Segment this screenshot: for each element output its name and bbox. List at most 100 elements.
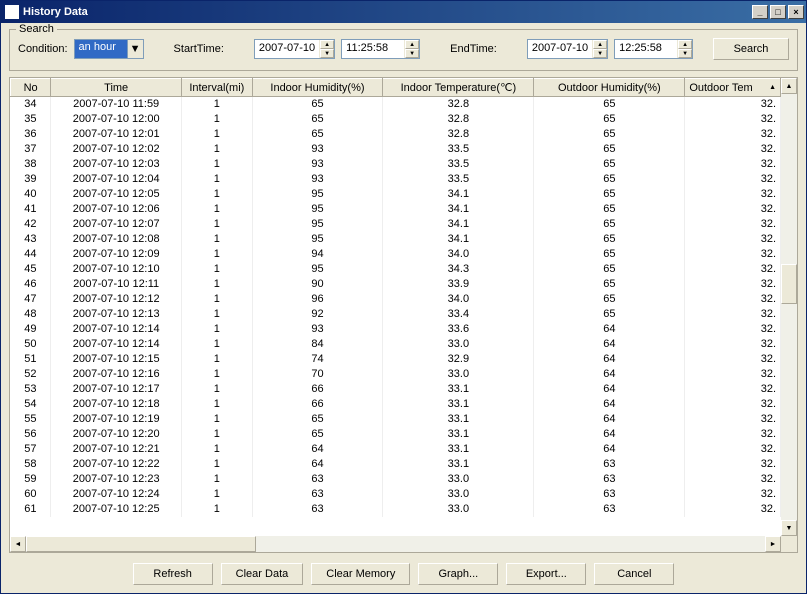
table-header-row[interactable]: NoTimeInterval(mi)Indoor Humidity(%)Indo… — [11, 79, 781, 97]
table-row[interactable]: 552007-07-10 12:1916533.16432. — [11, 412, 781, 427]
scroll-up-icon[interactable]: ▲ — [781, 78, 797, 94]
table-row[interactable]: 532007-07-10 12:1716633.16432. — [11, 382, 781, 397]
chevron-down-icon[interactable]: ▼ — [127, 40, 143, 58]
scroll-right-icon[interactable]: ► — [765, 536, 781, 552]
table-cell: 65 — [534, 187, 685, 202]
spin-up-icon[interactable]: ▲ — [405, 40, 419, 49]
table-row[interactable]: 342007-07-10 11:5916532.86532. — [11, 97, 781, 112]
start-date-spinner[interactable]: ▲▼ — [319, 40, 334, 58]
scroll-left-icon[interactable]: ◄ — [10, 536, 26, 552]
table-cell: 65 — [534, 127, 685, 142]
table-row[interactable]: 452007-07-10 12:1019534.36532. — [11, 262, 781, 277]
table-cell: 1 — [182, 397, 252, 412]
table-row[interactable]: 612007-07-10 12:2516333.06332. — [11, 502, 781, 517]
column-header[interactable]: Interval(mi) — [182, 79, 252, 97]
table-row[interactable]: 512007-07-10 12:1517432.96432. — [11, 352, 781, 367]
column-header[interactable]: Indoor Temperature(℃) — [383, 79, 534, 97]
clear-memory-button[interactable]: Clear Memory — [311, 563, 410, 585]
table-row[interactable]: 562007-07-10 12:2016533.16432. — [11, 427, 781, 442]
table-row[interactable]: 412007-07-10 12:0619534.16532. — [11, 202, 781, 217]
table-row[interactable]: 402007-07-10 12:0519534.16532. — [11, 187, 781, 202]
column-header[interactable]: Indoor Humidity(%) — [252, 79, 383, 97]
titlebar[interactable]: History Data _ □ × — [1, 1, 806, 23]
search-button[interactable]: Search — [713, 38, 789, 60]
cancel-button[interactable]: Cancel — [594, 563, 674, 585]
start-time-input[interactable]: 11:25:58 ▲▼ — [341, 39, 420, 59]
column-header[interactable]: Outdoor Humidity(%) — [534, 79, 685, 97]
scroll-down-icon[interactable]: ▼ — [781, 520, 797, 536]
horizontal-scrollbar[interactable]: ◄ ► — [10, 536, 797, 552]
start-time-spinner[interactable]: ▲▼ — [404, 40, 419, 58]
table-row[interactable]: 352007-07-10 12:0016532.86532. — [11, 112, 781, 127]
vertical-scrollbar[interactable]: ▲ ▼ — [781, 78, 797, 536]
table-row[interactable]: 372007-07-10 12:0219333.56532. — [11, 142, 781, 157]
table-cell: 45 — [11, 262, 51, 277]
spin-down-icon[interactable]: ▼ — [593, 49, 607, 58]
spin-down-icon[interactable]: ▼ — [320, 49, 334, 58]
table-row[interactable]: 432007-07-10 12:0819534.16532. — [11, 232, 781, 247]
end-time-spinner[interactable]: ▲▼ — [677, 40, 692, 58]
table-row[interactable]: 462007-07-10 12:1119033.96532. — [11, 277, 781, 292]
table-row[interactable]: 482007-07-10 12:1319233.46532. — [11, 307, 781, 322]
table-cell: 96 — [252, 292, 383, 307]
table-cell: 33.6 — [383, 322, 534, 337]
table-row[interactable]: 392007-07-10 12:0419333.56532. — [11, 172, 781, 187]
table-cell: 34.1 — [383, 217, 534, 232]
hscroll-thumb[interactable] — [26, 536, 256, 552]
column-header[interactable]: No — [11, 79, 51, 97]
table-cell: 37 — [11, 142, 51, 157]
table-row[interactable]: 422007-07-10 12:0719534.16532. — [11, 217, 781, 232]
spin-up-icon[interactable]: ▲ — [593, 40, 607, 49]
end-date-input[interactable]: 2007-07-10 ▲▼ — [527, 39, 608, 59]
table-cell: 2007-07-10 12:03 — [51, 157, 182, 172]
vscroll-thumb[interactable] — [781, 264, 797, 304]
table-row[interactable]: 442007-07-10 12:0919434.06532. — [11, 247, 781, 262]
table-cell: 64 — [252, 457, 383, 472]
data-grid[interactable]: NoTimeInterval(mi)Indoor Humidity(%)Indo… — [10, 78, 781, 536]
table-row[interactable]: 522007-07-10 12:1617033.06432. — [11, 367, 781, 382]
table-cell: 65 — [534, 292, 685, 307]
spin-up-icon[interactable]: ▲ — [320, 40, 334, 49]
condition-combo[interactable]: an hour ▼ — [74, 39, 144, 59]
table-cell: 59 — [11, 472, 51, 487]
table-row[interactable]: 472007-07-10 12:1219634.06532. — [11, 292, 781, 307]
export-button[interactable]: Export... — [506, 563, 586, 585]
spin-down-icon[interactable]: ▼ — [678, 49, 692, 58]
table-cell: 33.1 — [383, 427, 534, 442]
sort-icon[interactable]: ▲ — [769, 84, 776, 91]
table-row[interactable]: 492007-07-10 12:1419333.66432. — [11, 322, 781, 337]
spin-down-icon[interactable]: ▼ — [405, 49, 419, 58]
hscroll-track[interactable] — [26, 536, 765, 552]
table-cell: 2007-07-10 12:11 — [51, 277, 182, 292]
vscroll-track[interactable] — [781, 94, 797, 520]
refresh-button[interactable]: Refresh — [133, 563, 213, 585]
table-row[interactable]: 592007-07-10 12:2316333.06332. — [11, 472, 781, 487]
table-cell: 65 — [534, 142, 685, 157]
table-cell: 61 — [11, 502, 51, 517]
maximize-button[interactable]: □ — [770, 5, 786, 19]
end-date-spinner[interactable]: ▲▼ — [592, 40, 607, 58]
table-row[interactable]: 362007-07-10 12:0116532.86532. — [11, 127, 781, 142]
table-cell: 60 — [11, 487, 51, 502]
table-row[interactable]: 382007-07-10 12:0319333.56532. — [11, 157, 781, 172]
minimize-button[interactable]: _ — [752, 5, 768, 19]
end-time-input[interactable]: 12:25:58 ▲▼ — [614, 39, 693, 59]
start-date-input[interactable]: 2007-07-10 ▲▼ — [254, 39, 335, 59]
table-row[interactable]: 582007-07-10 12:2216433.16332. — [11, 457, 781, 472]
table-row[interactable]: 502007-07-10 12:1418433.06432. — [11, 337, 781, 352]
close-button[interactable]: × — [788, 5, 804, 19]
table-row[interactable]: 602007-07-10 12:2416333.06332. — [11, 487, 781, 502]
column-header[interactable]: Outdoor Tem▲ — [685, 79, 781, 97]
table-cell: 32. — [685, 172, 781, 187]
table-cell: 1 — [182, 232, 252, 247]
spin-up-icon[interactable]: ▲ — [678, 40, 692, 49]
table-cell: 39 — [11, 172, 51, 187]
table-cell: 65 — [252, 97, 383, 112]
table-row[interactable]: 572007-07-10 12:2116433.16432. — [11, 442, 781, 457]
graph-button[interactable]: Graph... — [418, 563, 498, 585]
table-row[interactable]: 542007-07-10 12:1816633.16432. — [11, 397, 781, 412]
column-header[interactable]: Time — [51, 79, 182, 97]
table-cell: 63 — [252, 502, 383, 517]
clear-data-button[interactable]: Clear Data — [221, 563, 304, 585]
table-cell: 38 — [11, 157, 51, 172]
